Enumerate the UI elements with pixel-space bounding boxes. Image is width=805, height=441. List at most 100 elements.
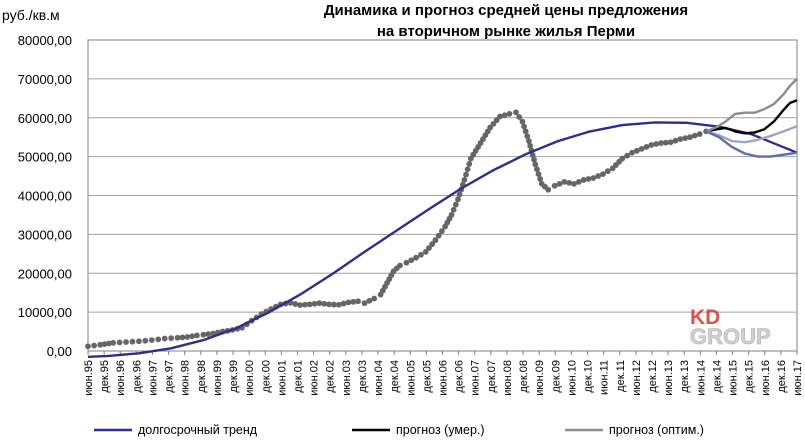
y-tick-label: 10000,00 xyxy=(18,305,72,320)
x-tick-label: дек.12 xyxy=(647,360,659,393)
x-tick-label: дек.95 xyxy=(99,360,111,393)
data-point xyxy=(397,262,403,269)
data-point xyxy=(590,175,597,181)
data-point xyxy=(604,168,611,175)
data-point xyxy=(361,300,368,307)
x-tick-label: июн.03 xyxy=(341,360,353,396)
data-point xyxy=(629,149,635,156)
data-point xyxy=(461,177,468,183)
x-tick-label: дек.03 xyxy=(357,360,369,393)
x-tick-label: дек.97 xyxy=(164,360,176,393)
series-3 xyxy=(705,78,798,133)
data-point xyxy=(638,145,645,152)
data-point xyxy=(123,339,129,345)
data-point xyxy=(545,186,552,193)
data-point xyxy=(326,301,332,308)
data-point xyxy=(677,136,684,143)
x-tick-label: июн.12 xyxy=(631,360,643,396)
data-point xyxy=(516,114,523,120)
data-point xyxy=(408,257,415,264)
data-point xyxy=(522,128,529,135)
data-point xyxy=(306,301,313,308)
data-point xyxy=(532,161,539,168)
data-point xyxy=(438,228,445,235)
data-point xyxy=(551,182,558,189)
y-tick-label: 60000,00 xyxy=(18,111,72,126)
data-point xyxy=(450,206,457,213)
data-point xyxy=(496,113,503,120)
y-tick-label: 20000,00 xyxy=(18,266,72,281)
series-layer xyxy=(85,78,798,358)
data-point xyxy=(571,180,577,187)
data-point xyxy=(513,109,519,116)
series-2 xyxy=(705,99,798,135)
x-tick-label: июн.17 xyxy=(792,360,804,396)
data-point xyxy=(311,300,318,307)
data-point xyxy=(168,335,175,342)
data-point xyxy=(174,334,181,341)
series-line xyxy=(705,78,798,133)
data-point xyxy=(682,135,689,142)
x-tick-label: июн.07 xyxy=(470,360,482,396)
logo-kd: KD xyxy=(690,306,720,329)
data-point xyxy=(205,331,212,337)
x-tick-label: дек.10 xyxy=(583,360,595,393)
chart-title-line-1: Динамика и прогноз средней цены предложе… xyxy=(324,2,688,19)
y-tick-label: 0,00 xyxy=(47,344,72,359)
y-axis-ticks: 0,00 10000,00 20000,00 30000,00 40000,00 5000… xyxy=(18,33,72,359)
legend-item: прогноз (оптим.) xyxy=(565,423,704,437)
y-tick-label: 30000,00 xyxy=(18,227,72,242)
data-point xyxy=(155,336,162,343)
chart-title-line-2: на вторичном рынке жилья Перми xyxy=(377,23,635,40)
data-point xyxy=(633,147,640,154)
data-point xyxy=(521,123,527,130)
kd-group-logo: KD GROUP xyxy=(690,306,771,349)
x-tick-label: дек.01 xyxy=(292,360,304,393)
data-point xyxy=(448,212,455,218)
data-point xyxy=(435,232,442,239)
series-1 xyxy=(87,121,798,358)
x-axis-ticks: июн.95 дек.95 июн.96 дек.96 июн.97 дек.97 июн.… xyxy=(83,351,804,396)
data-point xyxy=(200,331,207,338)
x-tick-label: дек.13 xyxy=(679,360,691,393)
y-tick-label: 40000,00 xyxy=(18,189,72,204)
data-point xyxy=(537,176,544,182)
x-tick-label: дек.16 xyxy=(776,360,788,393)
series-line xyxy=(705,125,798,144)
data-point xyxy=(556,180,563,187)
data-point xyxy=(403,259,410,266)
data-point xyxy=(161,335,168,342)
data-point xyxy=(426,245,432,251)
data-point xyxy=(519,118,526,125)
data-point xyxy=(350,298,357,305)
data-point xyxy=(136,338,142,345)
x-tick-label: июн.09 xyxy=(534,360,546,396)
legend-label: прогноз (оптим.) xyxy=(609,423,704,437)
data-point xyxy=(643,144,650,150)
data-point xyxy=(101,341,108,348)
data-point xyxy=(506,110,513,117)
data-point xyxy=(413,254,419,261)
series-line xyxy=(87,121,798,358)
data-point xyxy=(501,112,508,119)
data-point xyxy=(696,131,703,137)
data-point xyxy=(691,132,698,139)
x-tick-label: июн.14 xyxy=(695,360,707,396)
data-point xyxy=(524,133,531,140)
x-tick-label: июн.98 xyxy=(180,360,192,396)
data-point xyxy=(672,137,679,144)
data-point xyxy=(527,142,534,149)
data-point xyxy=(142,337,149,344)
data-point xyxy=(189,333,195,340)
data-point xyxy=(531,156,537,163)
x-tick-label: июн.04 xyxy=(373,360,385,396)
x-tick-label: июн.96 xyxy=(115,360,127,396)
x-tick-label: июн.13 xyxy=(663,360,675,396)
data-point xyxy=(129,338,136,345)
data-point xyxy=(366,297,373,304)
data-point xyxy=(418,251,424,258)
legend-item: долгосрочный тренд xyxy=(94,423,258,437)
data-point xyxy=(335,301,342,308)
data-point xyxy=(355,298,361,305)
x-tick-label: дек.09 xyxy=(550,360,562,393)
